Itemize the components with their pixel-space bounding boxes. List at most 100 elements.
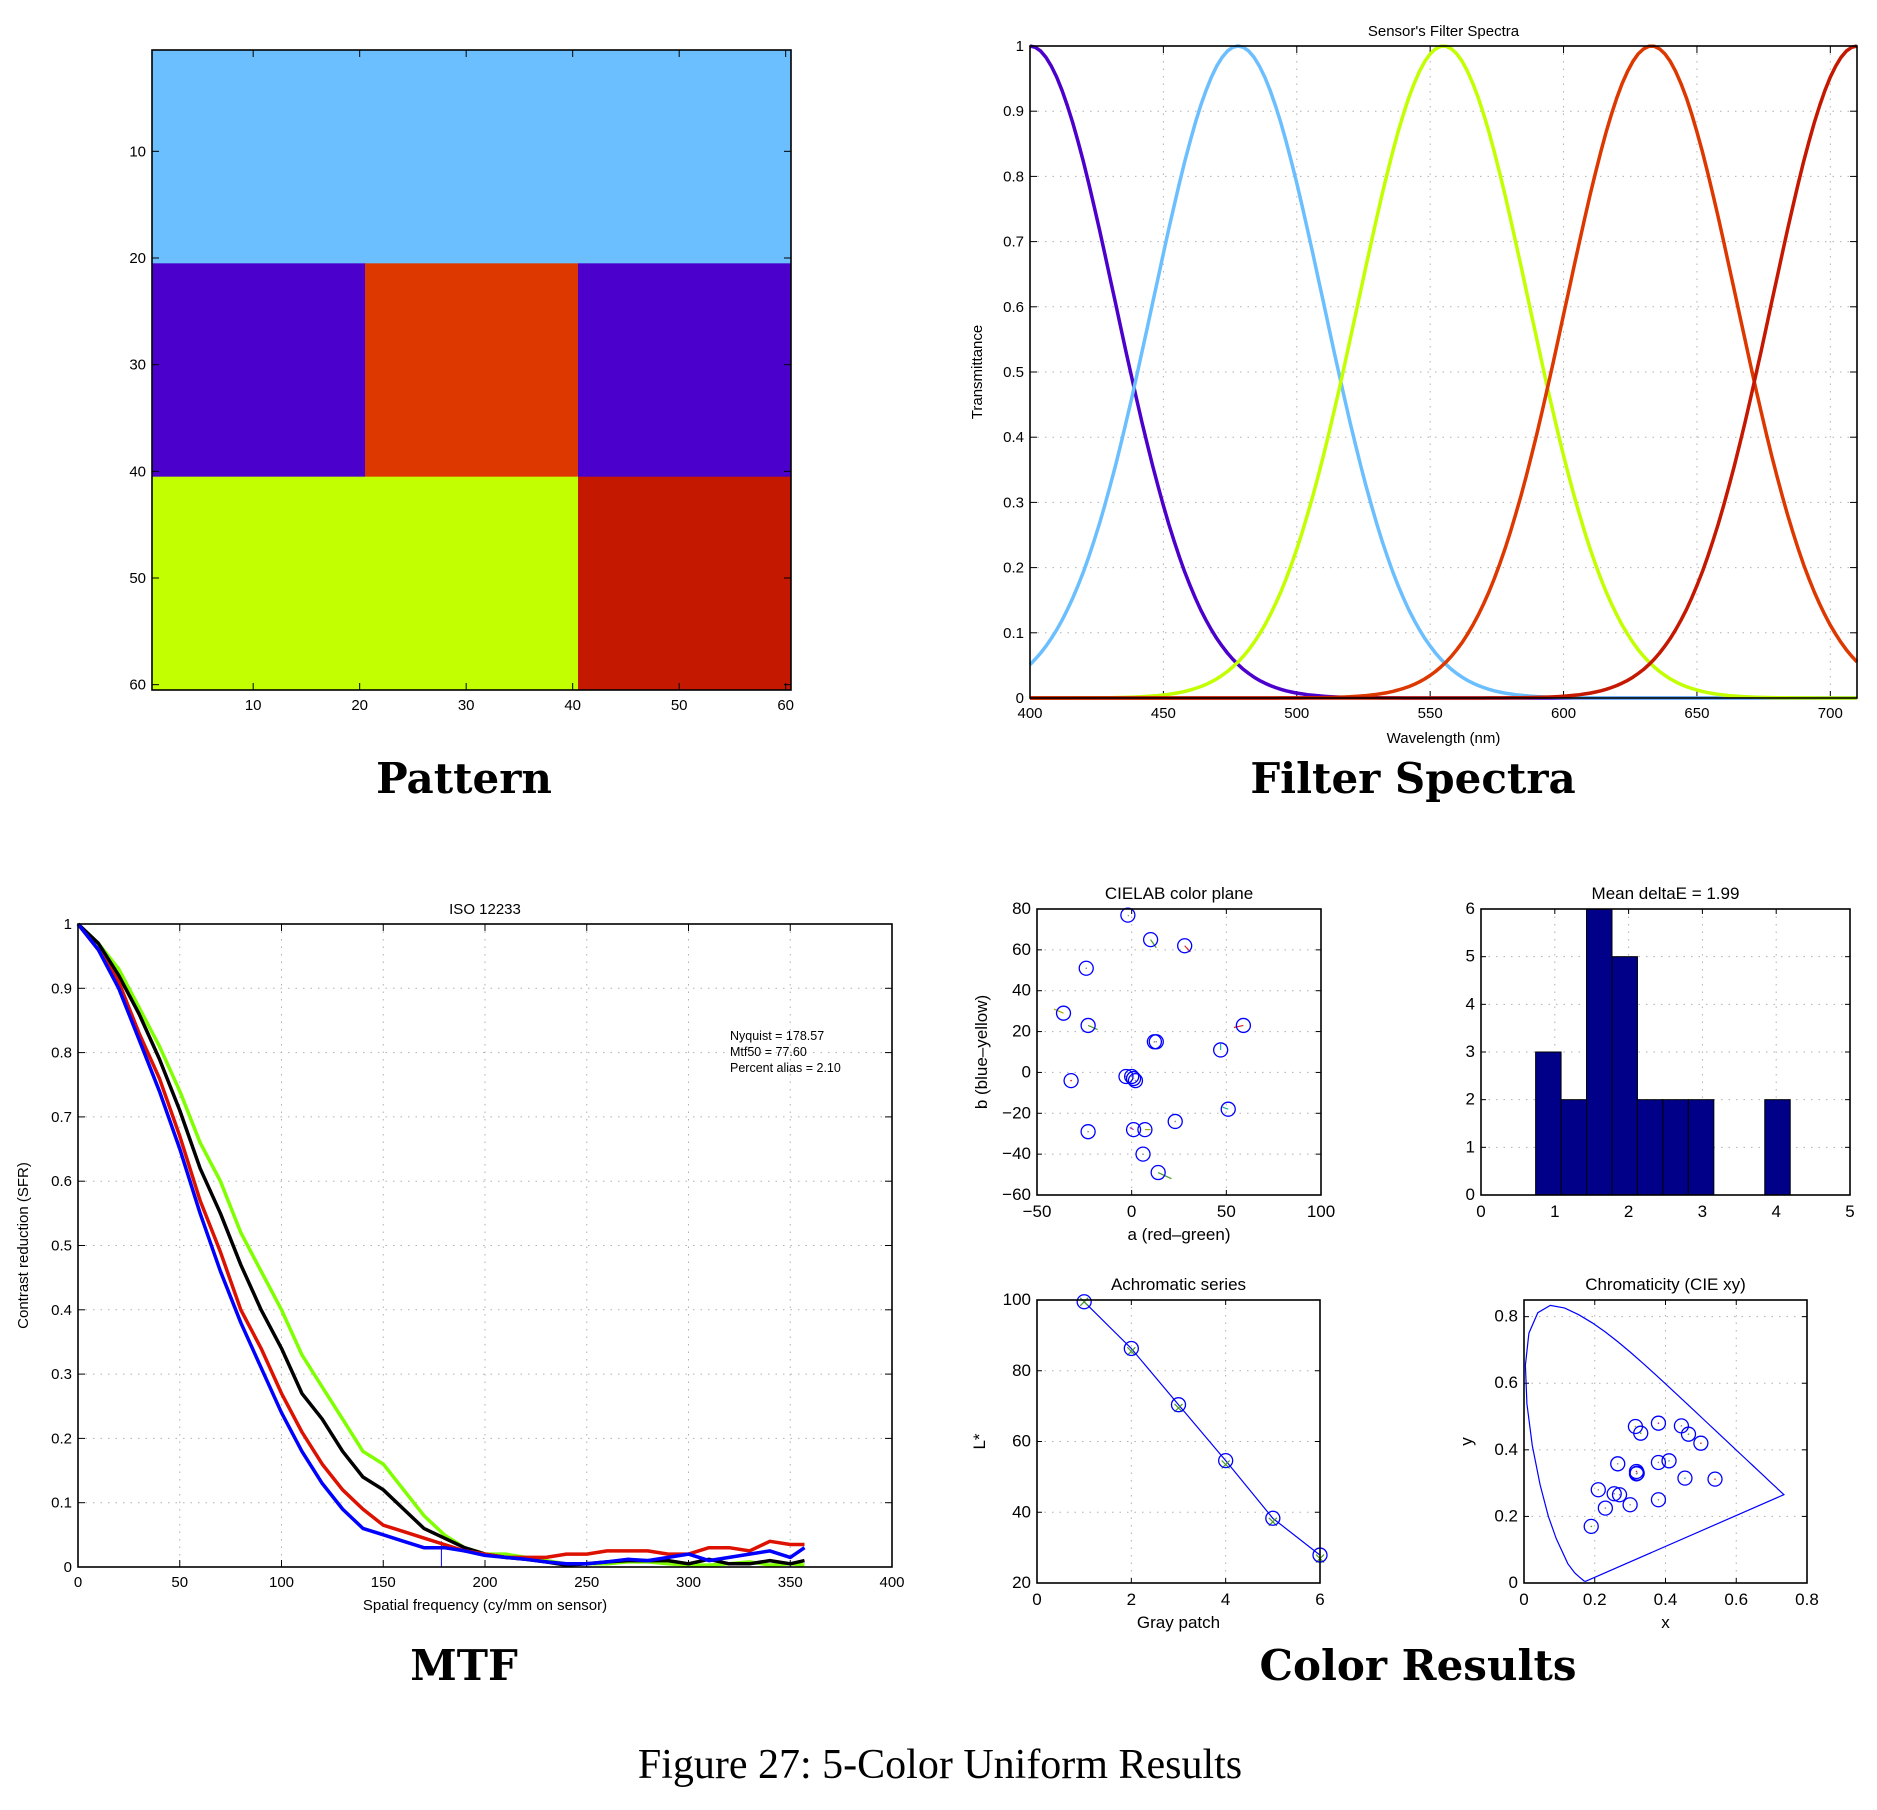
mtf-black-curve bbox=[76, 922, 805, 1567]
x-tick-label: 500 bbox=[1284, 705, 1309, 722]
x-tick-label: 10 bbox=[245, 697, 262, 714]
error-vector bbox=[1635, 1470, 1638, 1473]
y-tick-label: 0.1 bbox=[51, 1495, 72, 1512]
lab-point bbox=[1124, 1068, 1140, 1085]
y-tick-label: 20 bbox=[1012, 1022, 1031, 1041]
lab-point bbox=[1148, 1034, 1164, 1050]
mtf-blue-curve bbox=[76, 922, 806, 1566]
y-tick-label: −20 bbox=[1002, 1103, 1031, 1122]
xy-point bbox=[1680, 1426, 1697, 1442]
error-vector bbox=[1700, 1442, 1702, 1444]
measured-marker bbox=[1170, 1397, 1187, 1413]
lab-point bbox=[1177, 938, 1193, 954]
y-axis-label: Transmittance bbox=[969, 325, 986, 419]
y-tick-label: 40 bbox=[1012, 981, 1031, 1000]
error-vector bbox=[1087, 1130, 1089, 1133]
xy-point bbox=[1610, 1456, 1626, 1472]
error-vector bbox=[1590, 1525, 1593, 1528]
axes-frame bbox=[151, 49, 792, 691]
xy-point bbox=[1661, 1453, 1677, 1469]
xy-point bbox=[1590, 1482, 1606, 1498]
y-tick-label: 0.6 bbox=[1003, 299, 1024, 316]
filter-spectra-plot: 400 450 500 550 600 650 700 0 0.1 0.2 0.3 0.4 0.5 0.6… bbox=[969, 23, 1859, 747]
spectral-locus bbox=[1524, 1304, 1785, 1583]
xy-point bbox=[1693, 1435, 1709, 1451]
y-tick-label: 60 bbox=[129, 677, 146, 694]
x-tick-label: 20 bbox=[351, 697, 368, 714]
y-tick-label: 0.2 bbox=[1003, 560, 1024, 577]
y-tick-label: 10 bbox=[129, 143, 146, 160]
x-tick-label: 0.2 bbox=[1583, 1590, 1607, 1609]
x-axis-label: Wavelength (nm) bbox=[1387, 730, 1501, 747]
xy-point bbox=[1633, 1425, 1649, 1441]
error-vector bbox=[1604, 1507, 1607, 1509]
error-vector bbox=[1618, 1493, 1621, 1496]
error-vector bbox=[1155, 1040, 1158, 1043]
y-tick-label: 0.5 bbox=[1003, 364, 1024, 381]
y-tick-label: 0.7 bbox=[1003, 234, 1024, 251]
plot-title: CIELAB color plane bbox=[1105, 884, 1253, 903]
error-vector bbox=[1687, 1433, 1690, 1435]
mtf-annotation: Nyquist = 178.57 bbox=[730, 1029, 824, 1043]
y-tick-label: 0 bbox=[64, 1559, 72, 1576]
y-tick-label: 0.3 bbox=[1003, 494, 1024, 511]
x-tick-label: 4 bbox=[1221, 1590, 1230, 1609]
error-vector bbox=[1222, 1106, 1229, 1110]
y-tick-label: 3 bbox=[1466, 1042, 1475, 1061]
error-vector bbox=[1657, 1461, 1660, 1464]
y-tick-label: 20 bbox=[1012, 1573, 1031, 1592]
y-tick-label: 0.8 bbox=[1494, 1307, 1518, 1326]
measured-marker bbox=[1218, 1452, 1234, 1469]
lab-point bbox=[1125, 1070, 1142, 1087]
lab-point bbox=[1150, 1164, 1166, 1181]
x-tick-label: 50 bbox=[1217, 1202, 1236, 1221]
caption-mtf: MTF bbox=[410, 1641, 518, 1690]
histogram-bar bbox=[1560, 1099, 1588, 1196]
plot-title: Sensor's Filter Spectra bbox=[1368, 23, 1520, 40]
x-tick-label: 50 bbox=[171, 1574, 188, 1591]
error-vector bbox=[1174, 1120, 1177, 1123]
x-axis-label: a (red–green) bbox=[1127, 1225, 1230, 1244]
y-tick-label: 0 bbox=[1016, 690, 1024, 707]
axes-frame bbox=[1036, 908, 1322, 1196]
error-vector bbox=[1657, 1498, 1660, 1501]
xy-point bbox=[1628, 1466, 1645, 1482]
axes-frame bbox=[1480, 908, 1851, 1196]
lab-point bbox=[1135, 1146, 1151, 1162]
lab-point bbox=[1063, 1072, 1079, 1089]
y-tick-label: 4 bbox=[1466, 994, 1475, 1013]
x-tick-label: 200 bbox=[472, 1574, 497, 1591]
y-tick-label: 60 bbox=[1012, 1432, 1031, 1451]
x-tick-label: 30 bbox=[458, 697, 475, 714]
lab-point bbox=[1055, 1005, 1072, 1021]
y-tick-label: 0.4 bbox=[1003, 429, 1024, 446]
x-tick-label: 6 bbox=[1315, 1590, 1324, 1609]
error-vector bbox=[1087, 1024, 1098, 1031]
yellow-green-block bbox=[152, 476, 579, 691]
error-vector bbox=[1153, 1040, 1156, 1043]
xy-point bbox=[1622, 1497, 1638, 1513]
light-blue-block bbox=[152, 50, 792, 264]
lab-point bbox=[1080, 1124, 1096, 1140]
y-axis-label: L* bbox=[970, 1433, 989, 1449]
figure-caption: Figure 27: 5-Color Uniform Results bbox=[638, 1742, 1242, 1788]
error-vector bbox=[1668, 1460, 1670, 1462]
y-tick-label: 0 bbox=[1466, 1185, 1475, 1204]
y-tick-label: 60 bbox=[1012, 940, 1031, 959]
xy-point bbox=[1650, 1492, 1667, 1508]
error-vector bbox=[1639, 1432, 1642, 1434]
y-tick-label: 20 bbox=[129, 250, 146, 267]
y-tick-label: 0.1 bbox=[1003, 625, 1024, 642]
y-tick-label: −40 bbox=[1002, 1144, 1031, 1163]
x-tick-label: 0.4 bbox=[1654, 1590, 1678, 1609]
x-tick-label: 550 bbox=[1418, 705, 1443, 722]
orange-block bbox=[365, 263, 579, 478]
caption-pattern: Pattern bbox=[376, 754, 552, 803]
lab-point bbox=[1125, 1121, 1142, 1138]
xy-point bbox=[1583, 1518, 1599, 1535]
error-vector bbox=[1127, 914, 1130, 917]
x-tick-label: 250 bbox=[574, 1574, 599, 1591]
error-vector bbox=[1085, 967, 1088, 970]
y-tick-label: 0.6 bbox=[51, 1173, 72, 1190]
axes-frame bbox=[77, 923, 893, 1568]
